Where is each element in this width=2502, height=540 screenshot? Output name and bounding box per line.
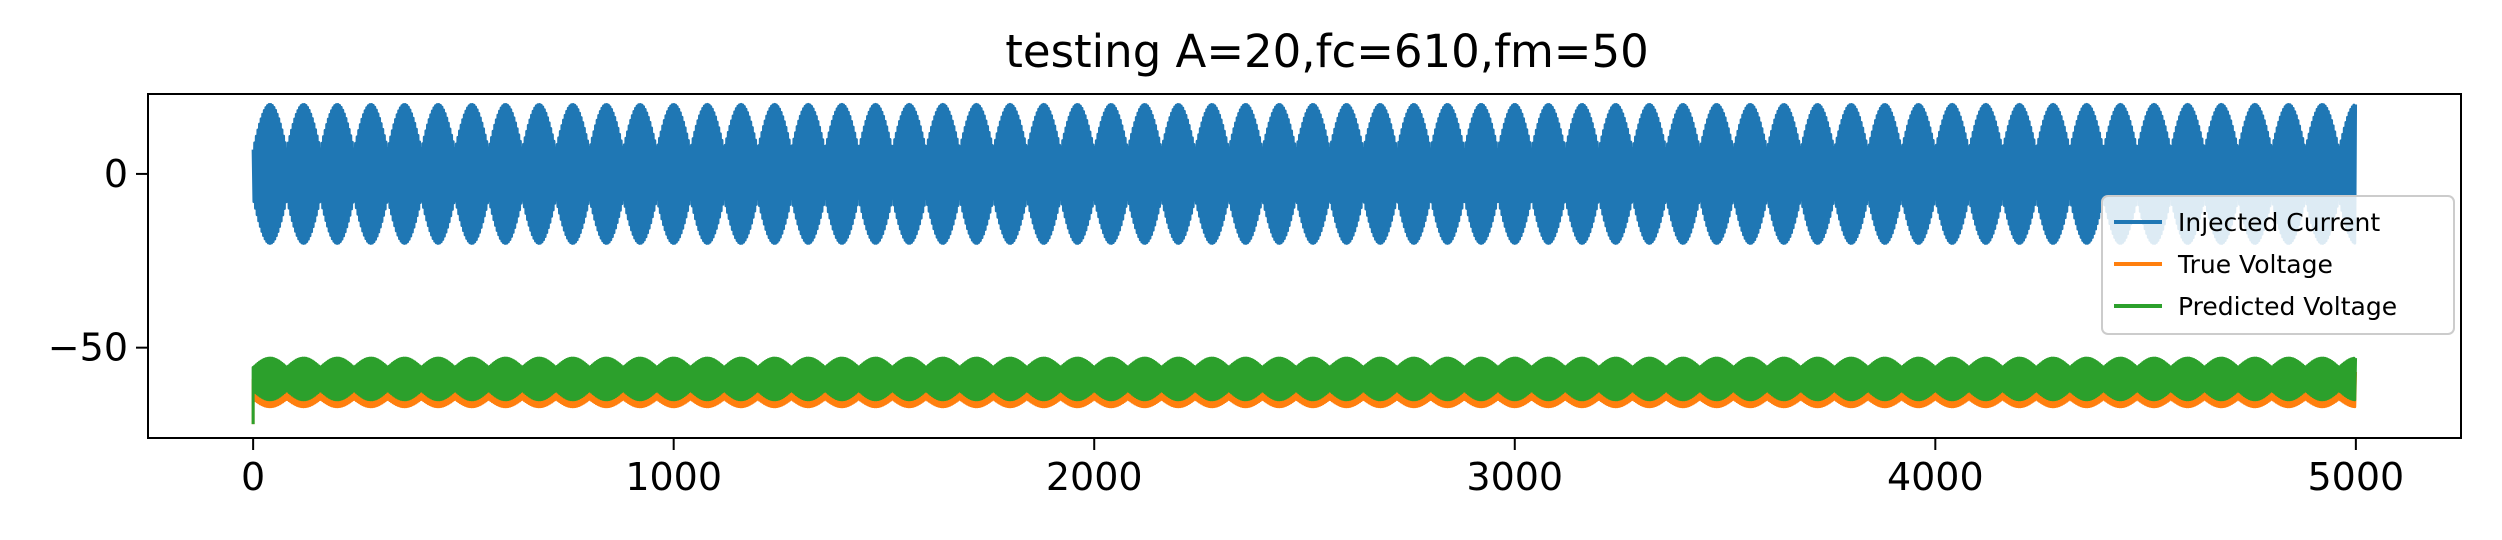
legend: Injected Current True Voltage Predicted Vo…: [2101, 195, 2455, 335]
x-axis: 0 1000 2000 3000 4000 5000: [241, 438, 2404, 499]
y-axis: 0 −50: [48, 152, 148, 370]
legend-label: Injected Current: [2178, 208, 2380, 237]
x-tick-label: 5000: [2308, 455, 2405, 499]
legend-box: [2101, 195, 2455, 335]
x-tick-label: 4000: [1887, 455, 1984, 499]
series-line-0: [251, 102, 2358, 245]
y-tick-label: 0: [104, 152, 128, 196]
legend-label: Predicted Voltage: [2178, 292, 2397, 321]
series-layer: [251, 102, 2358, 425]
x-tick-label: 1000: [625, 455, 722, 499]
series-line-2: [251, 356, 2358, 425]
x-tick-label: 3000: [1466, 455, 1563, 499]
plot-frame: [147, 93, 2462, 439]
legend-label: True Voltage: [2177, 250, 2333, 279]
chart-title: testing A=20,fc=610,fm=50: [1005, 25, 1649, 78]
x-tick-label: 0: [241, 455, 265, 499]
y-tick-label: −50: [48, 326, 128, 370]
x-tick-label: 2000: [1046, 455, 1143, 499]
